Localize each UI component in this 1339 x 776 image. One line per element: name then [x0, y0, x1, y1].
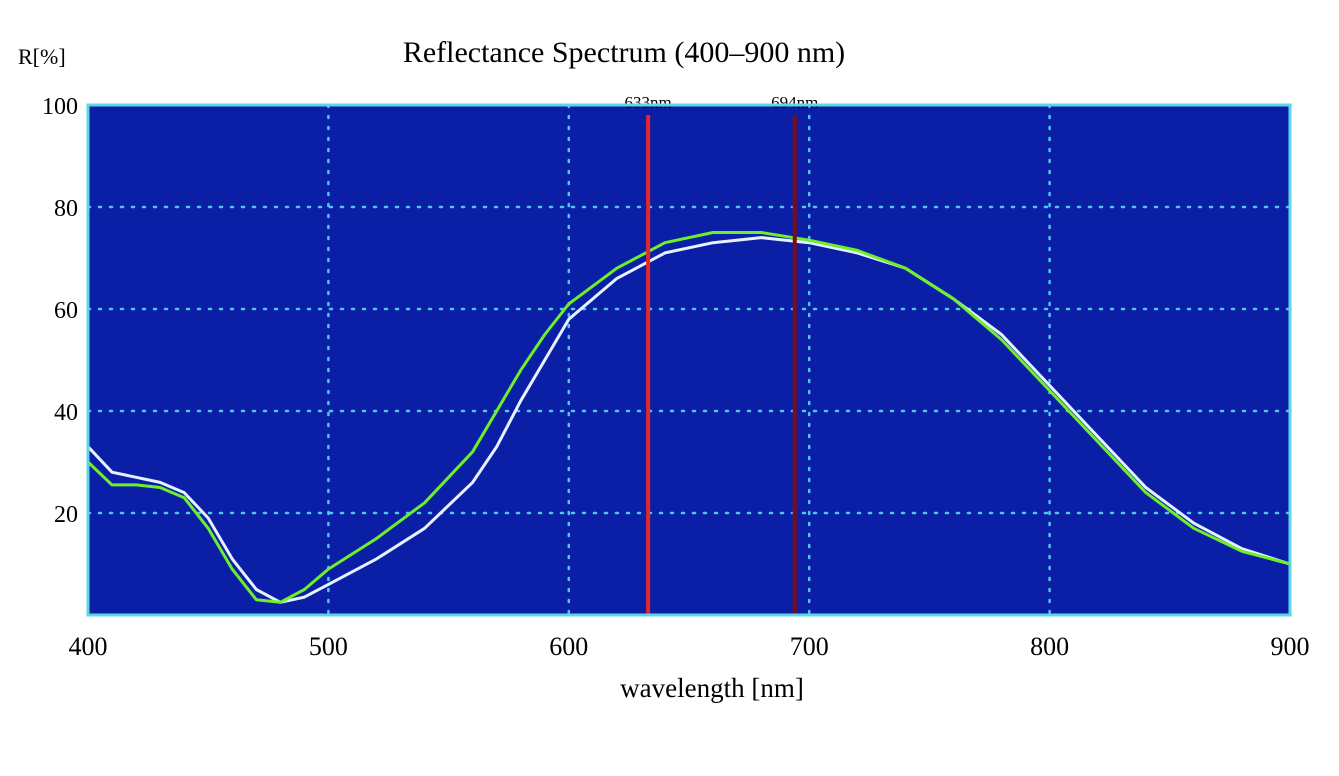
marker-lines: 633nm 694nm — [625, 93, 818, 615]
marker-label-633: 633nm — [625, 93, 672, 112]
series-line-1 — [86, 236, 1291, 604]
y-tick-label: 20 — [54, 502, 78, 528]
chart-title: Reflectance Spectrum (400–900 nm) — [403, 36, 845, 69]
y-tick-label: 80 — [54, 196, 78, 222]
x-tick-label: 600 — [549, 632, 588, 661]
y-tick-label: 60 — [54, 298, 78, 324]
y-axis-label: R[%] — [18, 44, 66, 69]
y-tick-label: 40 — [54, 400, 78, 426]
x-tick-label: 500 — [309, 632, 348, 661]
marker-label-694: 694nm — [771, 93, 818, 112]
x-tick-label: 700 — [790, 632, 829, 661]
x-tick-label: 800 — [1030, 632, 1069, 661]
plot-frame — [86, 103, 1292, 617]
x-tick-label: 400 — [69, 632, 108, 661]
plot-area — [88, 105, 1290, 615]
x-tick-label: 900 — [1271, 632, 1310, 661]
y-tick-labels: 20 40 60 80 100 — [42, 94, 78, 528]
series-group — [86, 231, 1291, 604]
series-line-2 — [86, 231, 1291, 604]
grid-lines — [86, 103, 1292, 617]
x-axis-label: wavelength [nm] — [620, 673, 804, 703]
x-tick-labels: 400 500 600 700 800 900 — [69, 632, 1310, 661]
y-tick-label: 100 — [42, 94, 78, 120]
